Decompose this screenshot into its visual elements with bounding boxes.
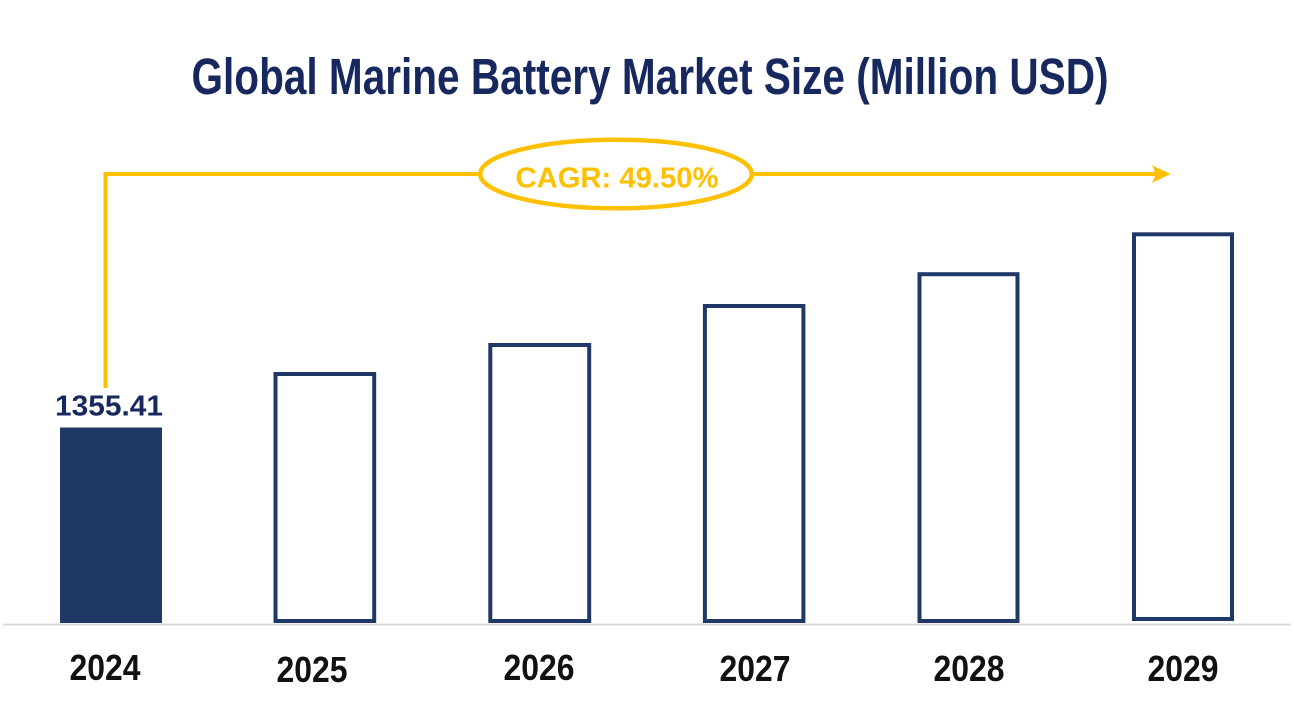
svg-text:2028: 2028 — [934, 648, 1005, 689]
svg-text:2025: 2025 — [277, 649, 348, 690]
svg-text:2026: 2026 — [504, 647, 575, 688]
svg-text:Global Marine Battery Market S: Global Marine Battery Market Size (Milli… — [192, 48, 1109, 105]
svg-text:1355.41: 1355.41 — [55, 391, 163, 423]
svg-text:2029: 2029 — [1148, 648, 1219, 689]
svg-text:CAGR: 49.50%: CAGR: 49.50% — [516, 163, 719, 195]
svg-text:2024: 2024 — [70, 647, 141, 688]
svg-text:2027: 2027 — [720, 648, 791, 689]
